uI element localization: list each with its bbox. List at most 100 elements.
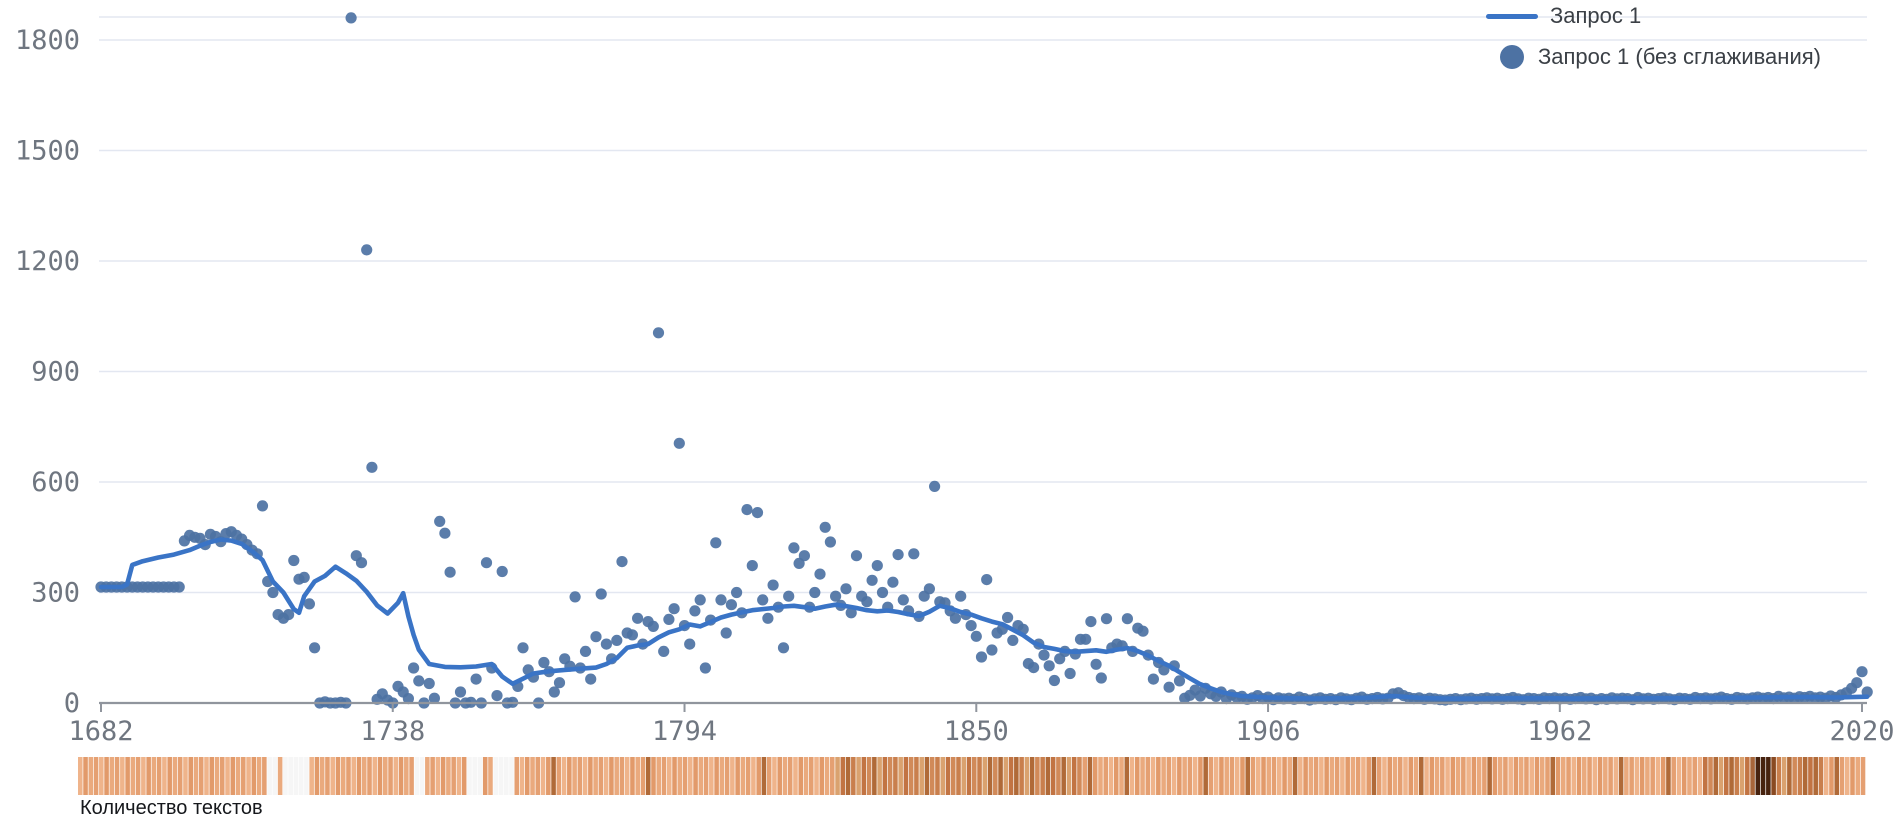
data-point[interactable]: [1043, 660, 1055, 672]
strip-year-column[interactable]: [766, 757, 772, 795]
strip-year-column[interactable]: [929, 757, 935, 795]
strip-year-column[interactable]: [956, 757, 961, 795]
strip-year-column[interactable]: [1277, 757, 1282, 795]
smoothed-line[interactable]: [98, 537, 1870, 701]
strip-year-column[interactable]: [1492, 757, 1498, 795]
strip-year-column[interactable]: [709, 757, 714, 795]
strip-year-column[interactable]: [193, 757, 199, 795]
data-point[interactable]: [731, 586, 743, 599]
data-point[interactable]: [694, 594, 706, 606]
data-point[interactable]: [814, 568, 826, 580]
strip-year-column[interactable]: [430, 757, 435, 795]
data-point[interactable]: [908, 548, 920, 560]
strip-year-column[interactable]: [372, 757, 378, 795]
strip-year-column[interactable]: [1497, 757, 1503, 795]
strip-year-column[interactable]: [1387, 757, 1393, 795]
strip-year-column[interactable]: [645, 757, 651, 795]
strip-year-column[interactable]: [219, 757, 225, 795]
strip-year-column[interactable]: [1224, 757, 1229, 795]
strip-year-column[interactable]: [835, 757, 840, 795]
strip-year-column[interactable]: [1476, 757, 1482, 795]
strip-year-column[interactable]: [1487, 757, 1492, 795]
data-point[interactable]: [538, 656, 550, 669]
strip-year-column[interactable]: [167, 757, 172, 795]
strip-year-column[interactable]: [1129, 757, 1135, 795]
strip-year-column[interactable]: [467, 757, 472, 795]
strip-year-column[interactable]: [756, 757, 761, 795]
data-point[interactable]: [824, 536, 837, 548]
strip-year-column[interactable]: [304, 757, 309, 795]
data-point[interactable]: [923, 583, 936, 595]
strip-year-column[interactable]: [1797, 757, 1803, 795]
strip-year-column[interactable]: [88, 757, 94, 795]
data-point[interactable]: [1064, 667, 1076, 680]
strip-year-column[interactable]: [1629, 757, 1634, 795]
strip-year-column[interactable]: [1366, 757, 1371, 795]
strip-year-column[interactable]: [1298, 757, 1303, 795]
strip-year-column[interactable]: [1792, 757, 1797, 795]
strip-year-column[interactable]: [1676, 757, 1682, 795]
strip-year-column[interactable]: [898, 757, 903, 795]
strip-year-column[interactable]: [99, 757, 104, 795]
data-point[interactable]: [616, 556, 628, 568]
strip-year-column[interactable]: [1818, 757, 1824, 795]
strip-year-column[interactable]: [440, 757, 446, 795]
strip-year-column[interactable]: [693, 757, 698, 795]
strip-year-column[interactable]: [866, 757, 872, 795]
strip-year-column[interactable]: [546, 757, 551, 795]
data-point[interactable]: [579, 645, 592, 658]
data-point[interactable]: [361, 244, 373, 256]
data-point[interactable]: [689, 605, 701, 617]
data-point[interactable]: [871, 560, 883, 572]
strip-year-column[interactable]: [435, 757, 441, 795]
strip-year-column[interactable]: [1634, 757, 1640, 795]
data-point[interactable]: [876, 586, 889, 599]
data-point[interactable]: [1007, 634, 1019, 647]
strip-year-column[interactable]: [319, 757, 325, 795]
strip-year-column[interactable]: [819, 757, 825, 795]
strip-year-column[interactable]: [914, 757, 919, 795]
data-point[interactable]: [428, 692, 440, 704]
strip-year-column[interactable]: [1082, 757, 1087, 795]
scatter-series[interactable]: [95, 12, 1873, 709]
data-point[interactable]: [746, 560, 758, 572]
strip-year-column[interactable]: [361, 757, 367, 795]
strip-year-column[interactable]: [493, 757, 499, 795]
strip-year-column[interactable]: [298, 757, 304, 795]
strip-year-column[interactable]: [1234, 757, 1240, 795]
strip-year-column[interactable]: [204, 757, 209, 795]
strip-year-column[interactable]: [1745, 757, 1750, 795]
strip-year-column[interactable]: [1098, 757, 1103, 795]
strip-year-column[interactable]: [351, 757, 357, 795]
strip-year-column[interactable]: [1424, 757, 1429, 795]
strip-year-column[interactable]: [830, 757, 835, 795]
strip-year-column[interactable]: [1092, 757, 1098, 795]
data-point[interactable]: [892, 549, 904, 561]
strip-year-column[interactable]: [987, 757, 993, 795]
strip-year-column[interactable]: [609, 757, 614, 795]
strip-year-column[interactable]: [966, 757, 972, 795]
data-point[interactable]: [1121, 613, 1133, 625]
strip-year-column[interactable]: [151, 757, 157, 795]
strip-year-column[interactable]: [1108, 757, 1114, 795]
strip-year-column[interactable]: [724, 757, 730, 795]
strip-year-column[interactable]: [556, 757, 562, 795]
strip-year-column[interactable]: [635, 757, 640, 795]
strip-year-column[interactable]: [1603, 757, 1608, 795]
strip-year-column[interactable]: [730, 757, 735, 795]
strip-year-column[interactable]: [383, 757, 388, 795]
strip-year-column[interactable]: [1529, 757, 1534, 795]
strip-year-column[interactable]: [1340, 757, 1345, 795]
strip-year-column[interactable]: [1555, 757, 1561, 795]
data-point[interactable]: [720, 627, 732, 639]
strip-year-column[interactable]: [1587, 757, 1592, 795]
data-point[interactable]: [1095, 672, 1107, 684]
data-point[interactable]: [949, 612, 962, 624]
strip-year-column[interactable]: [950, 757, 956, 795]
data-point[interactable]: [496, 565, 508, 578]
strip-year-column[interactable]: [1808, 757, 1813, 795]
strip-year-column[interactable]: [1666, 757, 1671, 795]
strip-year-column[interactable]: [1645, 757, 1650, 795]
strip-year-column[interactable]: [861, 757, 867, 795]
strip-year-column[interactable]: [1597, 757, 1603, 795]
